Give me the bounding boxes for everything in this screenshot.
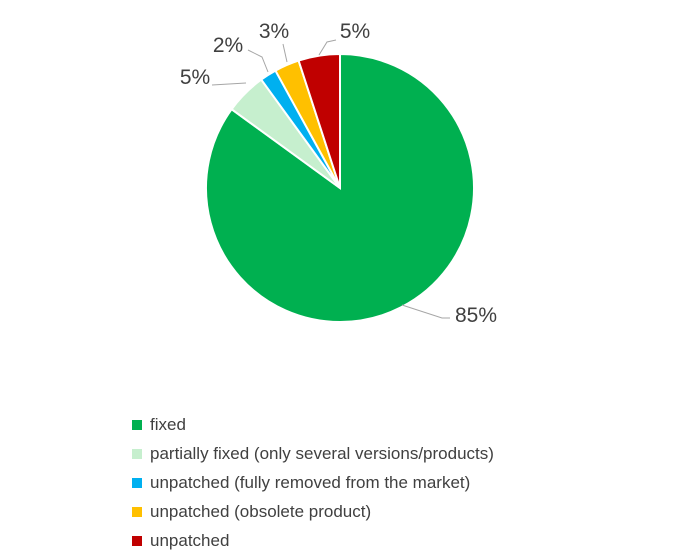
legend-item-5: unpatched bbox=[132, 526, 494, 555]
data-labels: 85%5%2%3% 5% bbox=[180, 20, 497, 327]
chart-legend: fixed partially fixed (only several versi… bbox=[132, 410, 494, 555]
legend-label: fixed bbox=[150, 414, 186, 434]
data-label-4: 3% bbox=[259, 20, 289, 43]
data-label-1: 85% bbox=[455, 304, 497, 327]
leader-lines bbox=[211, 39, 450, 319]
data-label-3: 2% bbox=[213, 34, 243, 57]
leader-line-1 bbox=[401, 304, 450, 319]
leader-line-4 bbox=[282, 43, 288, 63]
data-label-5: 5% bbox=[340, 20, 370, 43]
leader-line-5 bbox=[318, 39, 337, 56]
legend-swatch bbox=[132, 535, 142, 546]
pie-slices bbox=[205, 52, 475, 323]
legend-label: unpatched (obsolete product) bbox=[150, 501, 372, 521]
legend-item-2: partially fixed (only several versions/p… bbox=[132, 439, 494, 468]
legend-item-4: unpatched (obsolete product) bbox=[132, 497, 494, 526]
pie-slice-5 bbox=[297, 52, 341, 189]
leader-line-2 bbox=[211, 82, 247, 86]
legend-item-3: unpatched (fully removed from the market… bbox=[132, 468, 494, 497]
legend-swatch bbox=[132, 448, 142, 459]
legend-swatch bbox=[132, 477, 142, 488]
legend-swatch bbox=[132, 419, 142, 430]
data-label-2: 5% bbox=[180, 66, 210, 89]
legend-label: partially fixed (only several versions/p… bbox=[150, 443, 494, 463]
leader-line-3 bbox=[247, 49, 269, 73]
legend-label: unpatched bbox=[150, 530, 230, 550]
legend-label: unpatched (fully removed from the market… bbox=[150, 472, 471, 492]
legend-item-1: fixed bbox=[132, 410, 494, 439]
legend-swatch bbox=[132, 506, 142, 517]
